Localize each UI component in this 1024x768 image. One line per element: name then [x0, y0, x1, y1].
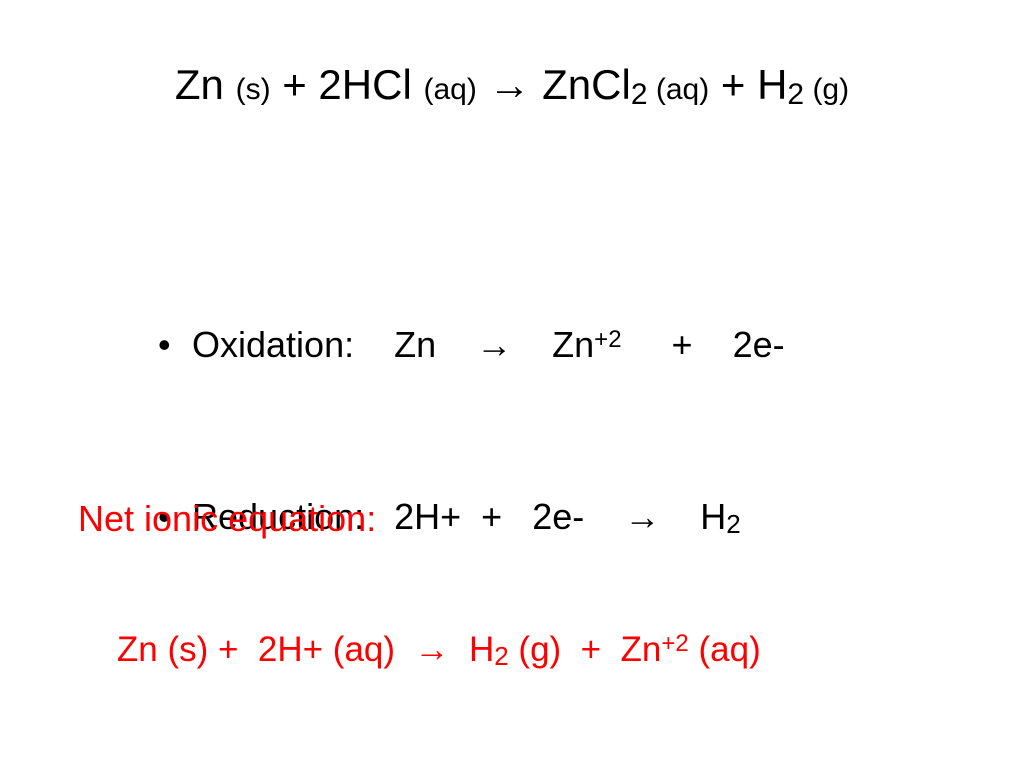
net-eq-part: (g) + Zn [509, 630, 662, 669]
bullet-icon: • [158, 316, 192, 374]
net-ionic-equation: Zn (s) + 2H+ (aq) → H2 (g) + Zn+2 (aq) [78, 590, 761, 712]
subscript: 2 [726, 509, 740, 539]
reduction-text: H [660, 496, 726, 537]
oxidation-text: + 2e- [622, 324, 785, 365]
net-eq-part: (aq) [689, 630, 761, 669]
title-part [477, 61, 489, 108]
oxidation-row: •Oxidation: Zn → Zn+2 + 2e- [98, 258, 785, 431]
subscript: 2 [631, 78, 648, 111]
oxidation-text: Zn [512, 324, 594, 365]
title-state: (aq) [423, 73, 476, 106]
title-part: ZnCl [530, 61, 630, 108]
arrow-icon: → [488, 61, 530, 108]
title-state: (aq) [648, 73, 710, 106]
superscript: +2 [594, 326, 621, 353]
arrow-icon: → [476, 324, 512, 365]
subscript: 2 [494, 641, 508, 671]
oxidation-text: Oxidation: Zn [192, 324, 476, 365]
net-eq-part: H [450, 630, 495, 669]
net-ionic-label: Net ionic equation: [78, 498, 376, 540]
title-state: (s) [236, 73, 271, 106]
arrow-icon: → [624, 496, 660, 537]
title-part: Zn [175, 61, 236, 108]
title-part: + H [709, 61, 787, 108]
slide: Zn (s) + 2HCl (aq) → ZnCl2 (aq) + H2 (g)… [0, 0, 1024, 768]
title-part: + 2HCl [271, 61, 424, 108]
superscript: +2 [661, 630, 688, 657]
title-state: (g) [804, 73, 849, 106]
title-equation: Zn (s) + 2HCl (aq) → ZnCl2 (aq) + H2 (g) [0, 62, 1024, 111]
arrow-icon: → [415, 630, 450, 669]
net-eq-part: Zn (s) + 2H+ (aq) [117, 630, 415, 669]
half-reactions-list: •Oxidation: Zn → Zn+2 + 2e- •Reduction: … [98, 258, 785, 604]
subscript: 2 [787, 78, 804, 111]
